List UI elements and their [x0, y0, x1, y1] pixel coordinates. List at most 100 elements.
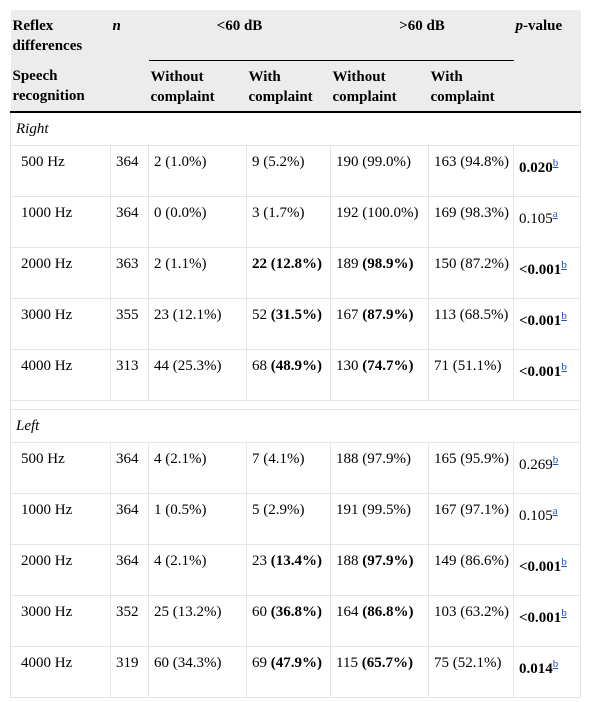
footnote-link[interactable]: b: [552, 156, 559, 169]
frequency-cell: 1000 Hz: [10, 492, 111, 545]
cell-text: 3 (1.7%): [252, 204, 305, 221]
p-value: 0.014: [519, 660, 553, 677]
cell-text: 69: [252, 654, 271, 671]
n-cell: 364: [110, 195, 149, 248]
cell-text: 115: [336, 654, 362, 671]
footnote-link[interactable]: b: [552, 453, 559, 466]
data-row: 2000 Hz 364 4 (2.1%) 23 (13.4%) 188 (97.9%) 1…: [10, 543, 581, 596]
cell-text: 4 (2.1%): [154, 450, 207, 467]
footnote-link[interactable]: b: [561, 309, 567, 322]
cell-text: 192 (100.0%): [336, 204, 419, 221]
section-row: Left: [10, 408, 581, 443]
cell-text: 23 (12.1%): [154, 306, 222, 323]
count-cell: 68 (48.9%): [246, 348, 331, 401]
count-cell: 75 (52.1%): [428, 645, 514, 698]
count-cell: 2 (1.1%): [148, 246, 247, 299]
section-label: Right: [10, 111, 581, 146]
cell-text: 188 (97.9%): [336, 450, 411, 467]
count-cell: 103 (63.2%): [428, 594, 514, 647]
header-text: p: [515, 18, 524, 34]
frequency-cell: 2000 Hz: [10, 543, 111, 596]
n-cell: 363: [110, 246, 149, 299]
count-cell: 150 (87.2%): [428, 246, 514, 299]
count-cell: 25 (13.2%): [148, 594, 247, 647]
cell-text: 165 (95.9%): [434, 450, 509, 467]
count-cell: 149 (86.6%): [428, 543, 514, 596]
cell-text: (65.7%): [361, 654, 413, 671]
footnote-link[interactable]: b: [561, 555, 567, 568]
cell-text: 60: [252, 603, 271, 620]
n-cell: 352: [110, 594, 149, 647]
footnote-link[interactable]: a: [552, 504, 558, 517]
count-cell: 2 (1.0%): [148, 144, 247, 197]
frequency-cell: 4000 Hz: [10, 645, 111, 698]
n-cell: 364: [110, 543, 149, 596]
p-value-cell: 0.269b: [513, 441, 581, 494]
count-cell: 188 (97.9%): [330, 441, 429, 494]
header-cell: Without complaint: [148, 60, 247, 113]
cell-text: 163 (94.8%): [434, 153, 509, 170]
cell-text: 169 (98.3%): [434, 204, 509, 221]
cell-text: 113 (68.5%): [434, 306, 509, 323]
count-cell: 115 (65.7%): [330, 645, 429, 698]
cell-text: 1 (0.5%): [154, 501, 207, 518]
footnote: b: [561, 359, 567, 373]
count-cell: 190 (99.0%): [330, 144, 429, 197]
data-row: 1000 Hz 364 1 (0.5%) 5 (2.9%) 191 (99.5%) 167…: [10, 492, 581, 545]
cell-text: 9 (5.2%): [252, 153, 305, 170]
cell-text: 60 (34.3%): [154, 654, 222, 671]
p-value-cell: <0.001b: [513, 348, 581, 401]
footnote: b: [553, 452, 559, 466]
cell-text: 52: [252, 306, 271, 323]
footnote: a: [553, 503, 558, 517]
frequency-cell: 1000 Hz: [10, 195, 111, 248]
p-value: <0.001: [519, 558, 562, 575]
data-row: 500 Hz 364 2 (1.0%) 9 (5.2%) 190 (99.0%) 163 …: [10, 144, 581, 197]
count-cell: 23 (13.4%): [246, 543, 331, 596]
cell-text: 5 (2.9%): [252, 501, 305, 518]
n-cell: 364: [110, 492, 149, 545]
footnote-link[interactable]: b: [552, 657, 559, 670]
count-cell: 7 (4.1%): [246, 441, 331, 494]
cell-text: 22 (12.8%): [252, 255, 322, 272]
section-label: Left: [10, 408, 581, 443]
cell-text: 71 (51.1%): [434, 357, 502, 374]
count-cell: 69 (47.9%): [246, 645, 331, 698]
cell-text: 23: [252, 552, 271, 569]
count-cell: 192 (100.0%): [330, 195, 429, 248]
header-cell: [110, 60, 149, 113]
cell-text: 188: [336, 552, 363, 569]
footnote-link[interactable]: b: [561, 258, 567, 271]
footnote: a: [553, 206, 558, 220]
p-value: 0.105: [519, 210, 553, 227]
p-value-cell: <0.001b: [513, 246, 581, 299]
cell-text: (97.9%): [362, 552, 414, 569]
footnote-link[interactable]: a: [552, 207, 558, 220]
cell-text: (36.8%): [270, 603, 322, 620]
cell-text: 130: [336, 357, 363, 374]
p-value-cell: 0.014b: [513, 645, 581, 698]
count-cell: 4 (2.1%): [148, 441, 247, 494]
header-cell: p-value: [513, 10, 581, 60]
footnote-link[interactable]: b: [561, 360, 567, 373]
count-cell: 23 (12.1%): [148, 297, 247, 350]
p-value-cell: 0.105a: [513, 195, 581, 248]
table-body: Right 500 Hz 364 2 (1.0%) 9 (5.2%) 190 (99.0%…: [10, 111, 581, 698]
cell-text: (74.7%): [362, 357, 414, 374]
header-cell: [513, 60, 581, 113]
frequency-cell: 500 Hz: [10, 441, 111, 494]
data-row: 2000 Hz 363 2 (1.1%) 22 (12.8%) 189 (98.9%) 1…: [10, 246, 581, 299]
cell-text: 7 (4.1%): [252, 450, 305, 467]
data-row: 1000 Hz 364 0 (0.0%) 3 (1.7%) 192 (100.0%) 16…: [10, 195, 581, 248]
cell-text: 103 (63.2%): [434, 603, 509, 620]
n-cell: 319: [110, 645, 149, 698]
footnote-link[interactable]: b: [561, 606, 567, 619]
count-cell: 164 (86.8%): [330, 594, 429, 647]
data-row: 4000 Hz 313 44 (25.3%) 68 (48.9%) 130 (74.7%…: [10, 348, 581, 401]
count-cell: 163 (94.8%): [428, 144, 514, 197]
n-cell: 364: [110, 144, 149, 197]
header-cell: <60 dB: [148, 10, 331, 61]
cell-text: (48.9%): [270, 357, 322, 374]
count-cell: 60 (34.3%): [148, 645, 247, 698]
header-text: n: [112, 18, 121, 34]
